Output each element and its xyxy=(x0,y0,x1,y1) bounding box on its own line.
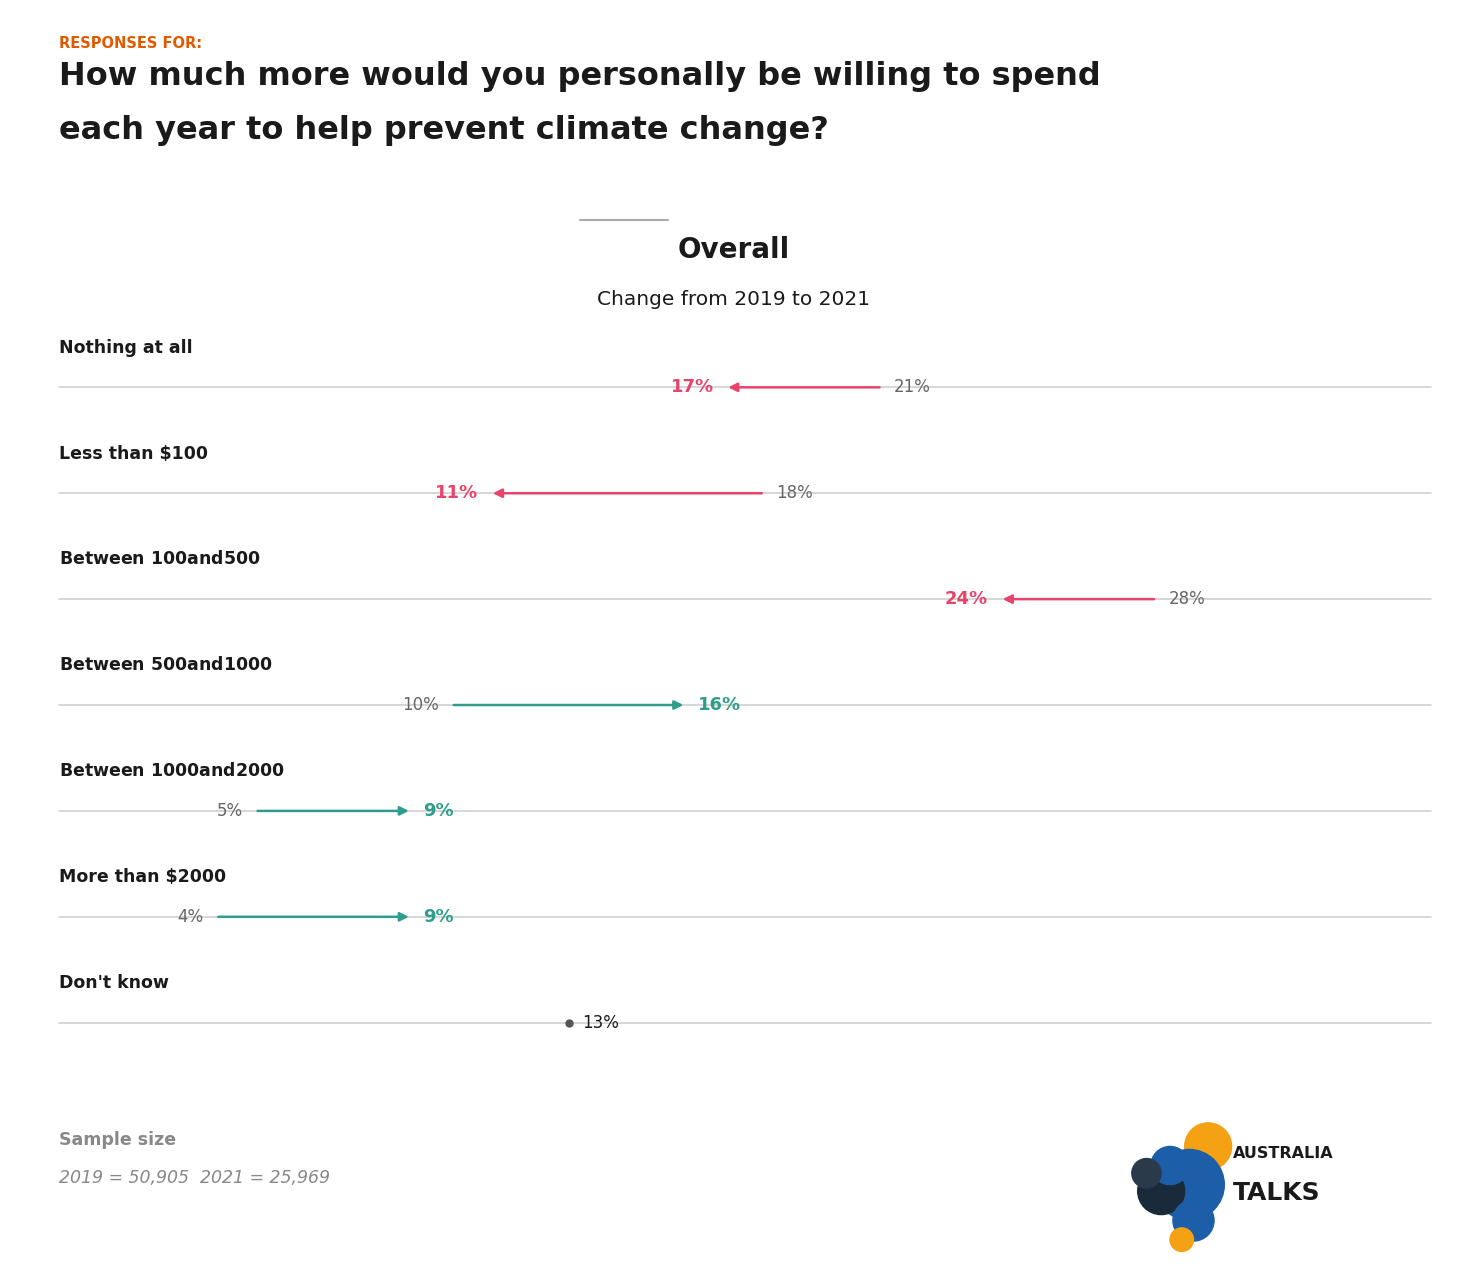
Text: 16%: 16% xyxy=(697,697,741,714)
Text: How much more would you personally be willing to spend: How much more would you personally be wi… xyxy=(59,61,1101,92)
Text: Less than $100: Less than $100 xyxy=(59,445,207,463)
Ellipse shape xyxy=(1185,1123,1232,1169)
Text: 24%: 24% xyxy=(945,590,988,608)
Text: 17%: 17% xyxy=(671,378,713,396)
Text: 13%: 13% xyxy=(581,1013,618,1031)
Text: Overall: Overall xyxy=(678,236,790,265)
Text: More than $2000: More than $2000 xyxy=(59,868,226,886)
Ellipse shape xyxy=(1170,1228,1193,1251)
Text: 21%: 21% xyxy=(894,378,931,396)
Text: 5%: 5% xyxy=(217,801,244,820)
Text: Between $100 and $500: Between $100 and $500 xyxy=(59,551,260,569)
Text: RESPONSES FOR:: RESPONSES FOR: xyxy=(59,36,201,51)
Text: Nothing at all: Nothing at all xyxy=(59,339,192,357)
Text: each year to help prevent climate change?: each year to help prevent climate change… xyxy=(59,115,828,146)
Text: 11%: 11% xyxy=(435,484,479,502)
Ellipse shape xyxy=(1138,1168,1185,1214)
Text: Change from 2019 to 2021: Change from 2019 to 2021 xyxy=(597,290,871,309)
Ellipse shape xyxy=(1173,1200,1214,1241)
Text: 9%: 9% xyxy=(423,801,454,820)
Text: Between $500 and $1000: Between $500 and $1000 xyxy=(59,657,273,675)
Text: Don't know: Don't know xyxy=(59,974,169,992)
Ellipse shape xyxy=(1151,1146,1189,1185)
Text: 28%: 28% xyxy=(1169,590,1205,608)
Text: 2019 = 50,905  2021 = 25,969: 2019 = 50,905 2021 = 25,969 xyxy=(59,1169,330,1187)
Text: 9%: 9% xyxy=(423,907,454,925)
Text: 10%: 10% xyxy=(402,697,439,714)
Text: 4%: 4% xyxy=(178,907,204,925)
Text: Between $1000 and $2000: Between $1000 and $2000 xyxy=(59,762,285,781)
Text: 18%: 18% xyxy=(777,484,813,502)
Ellipse shape xyxy=(1154,1149,1224,1220)
Text: AUSTRALIA: AUSTRALIA xyxy=(1233,1146,1334,1162)
Text: Sample size: Sample size xyxy=(59,1131,176,1149)
Text: TALKS: TALKS xyxy=(1233,1181,1321,1205)
Ellipse shape xyxy=(1132,1159,1161,1187)
